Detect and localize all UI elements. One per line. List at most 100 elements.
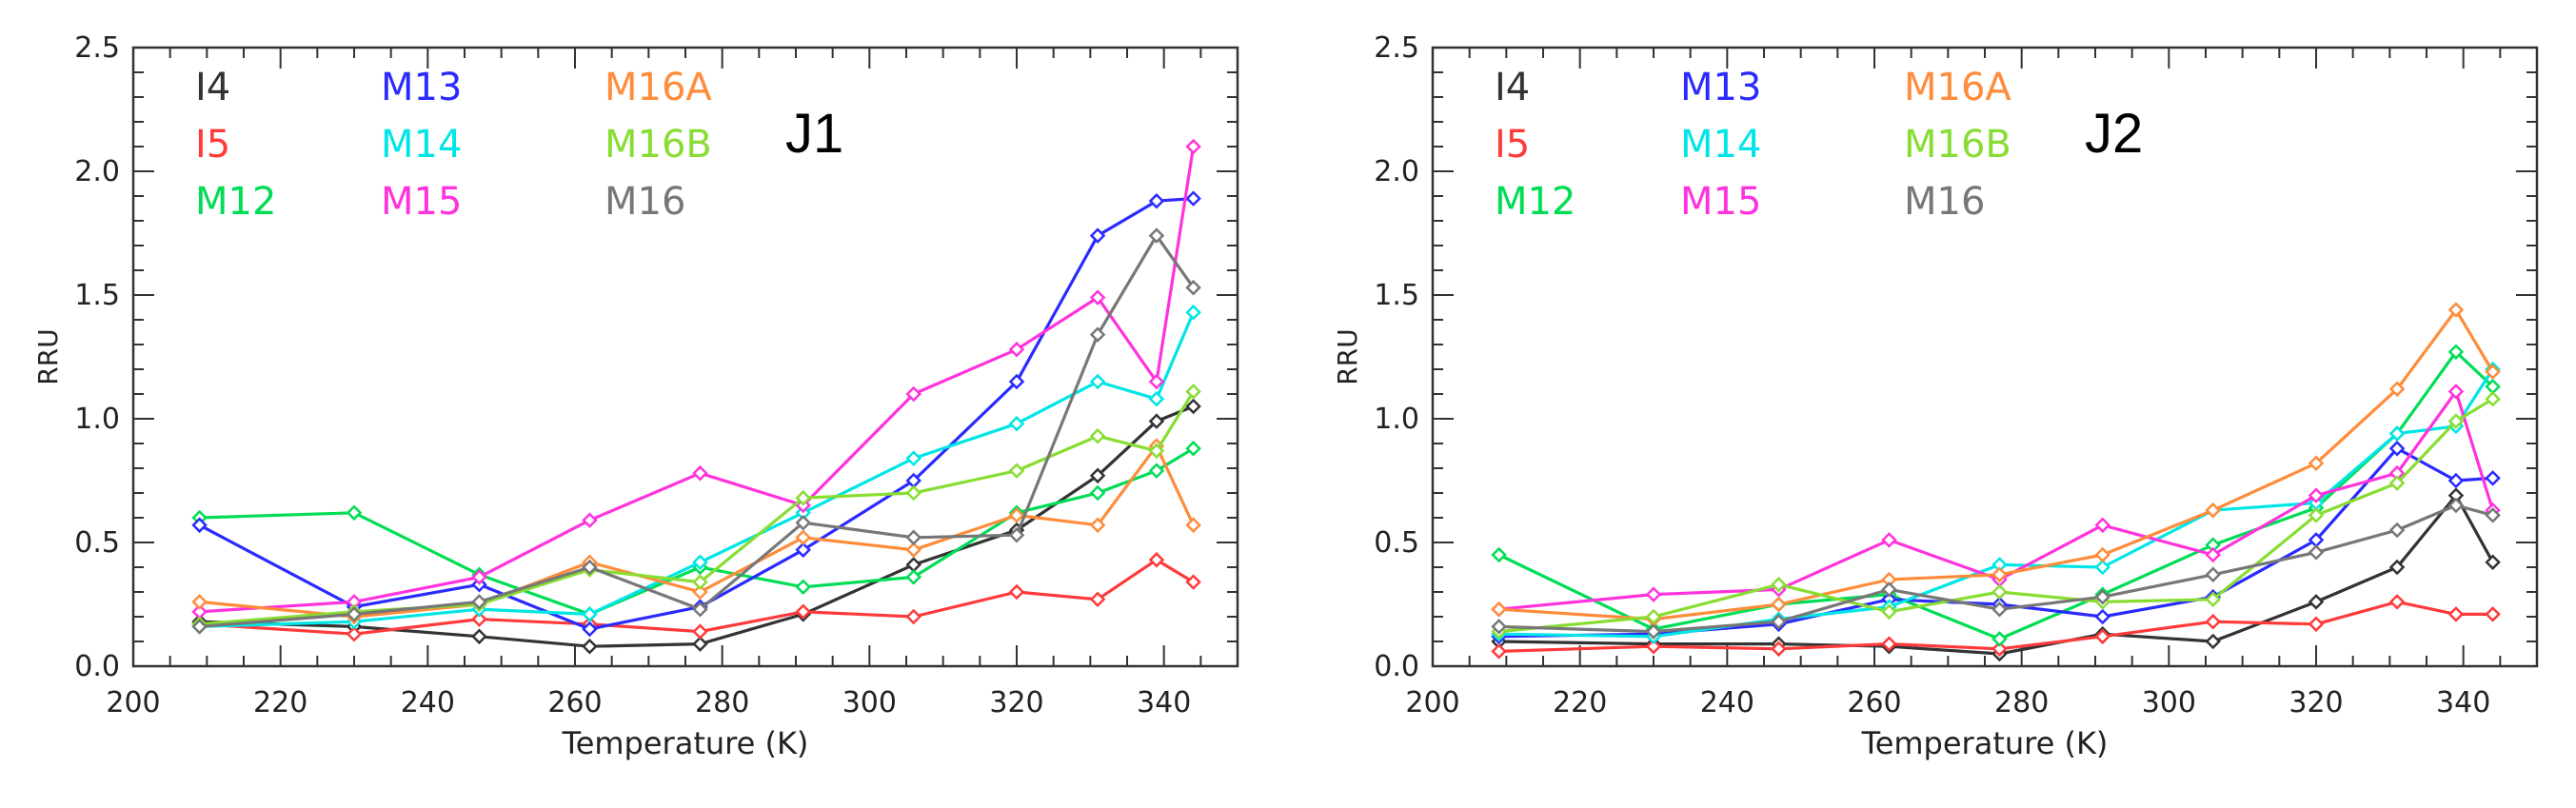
y-axis-label: RRU xyxy=(32,328,64,384)
data-point-m16b xyxy=(1089,427,1106,444)
y-tick-label: 1.5 xyxy=(1374,279,1419,312)
data-point-i5 xyxy=(2308,616,2325,633)
data-point-m15 xyxy=(2094,517,2111,534)
y-tick-label: 2.5 xyxy=(74,31,120,65)
data-point-m15 xyxy=(692,464,708,482)
data-point-m16b xyxy=(1881,603,1897,621)
data-point-m16a xyxy=(2308,455,2325,472)
legend-entry-i5: I5 xyxy=(1495,123,1530,167)
data-point-m16a xyxy=(1008,507,1025,523)
data-point-i4 xyxy=(692,636,708,652)
x-tick-label: 340 xyxy=(2436,686,2490,719)
data-point-m15 xyxy=(1148,373,1165,390)
data-point-m16a xyxy=(2485,364,2501,380)
data-point-m15 xyxy=(471,569,487,585)
y-tick-label: 0.0 xyxy=(1374,650,1419,683)
data-point-m16b xyxy=(2308,507,2325,523)
data-point-m16b xyxy=(795,489,812,506)
data-point-m13 xyxy=(1148,192,1165,209)
data-point-m16a xyxy=(795,529,812,546)
data-point-m16b xyxy=(1008,463,1025,479)
data-point-m16a xyxy=(2094,546,2111,563)
data-point-m16b xyxy=(2388,475,2406,491)
data-point-i5 xyxy=(1881,636,1897,652)
data-point-m16a xyxy=(2388,381,2406,398)
y-tick-label: 1.0 xyxy=(1374,403,1419,436)
data-point-m15 xyxy=(1881,532,1897,548)
data-point-m14 xyxy=(1185,304,1201,321)
x-tick-label: 320 xyxy=(2289,686,2343,719)
x-axis-label: Temperature (K) xyxy=(562,725,809,761)
data-point-m13 xyxy=(795,542,812,559)
data-point-m13 xyxy=(1089,227,1106,244)
legend-entry-m16a: M16A xyxy=(604,66,712,109)
series-m15 xyxy=(1491,384,2501,618)
data-point-m16 xyxy=(1491,619,1507,635)
chart-panel-j1: 200 220 240 260 280 300 320 340 0.0 0.5 1.0 1.5 2.0 2… xyxy=(32,31,1239,761)
data-point-m16a xyxy=(1771,596,1787,613)
data-point-m16b xyxy=(1991,583,2008,601)
data-point-m12 xyxy=(1185,440,1201,457)
data-point-m16 xyxy=(2308,544,2325,561)
series-line-m15 xyxy=(199,146,1196,614)
data-point-m16b xyxy=(1185,384,1201,400)
series-m16a xyxy=(1491,302,2501,627)
legend-entry-m14: M14 xyxy=(381,123,462,167)
series-m16 xyxy=(191,227,1201,635)
data-point-i4 xyxy=(582,638,598,655)
data-point-m16 xyxy=(1008,526,1025,543)
x-tick-label: 220 xyxy=(1553,686,1607,719)
data-point-i4 xyxy=(2388,559,2406,576)
data-point-m16b xyxy=(2485,390,2501,407)
data-point-m16 xyxy=(2388,522,2406,539)
data-point-i5 xyxy=(1008,583,1025,601)
y-tick-label: 0.5 xyxy=(1374,526,1419,560)
data-point-m16 xyxy=(1185,279,1201,296)
data-point-m16a xyxy=(1089,517,1106,534)
data-point-m16 xyxy=(905,529,922,546)
data-point-m16 xyxy=(1881,581,1897,598)
series-m16 xyxy=(1491,497,2501,640)
data-point-m16 xyxy=(2094,588,2111,605)
data-point-m16a xyxy=(692,583,708,601)
y-tick-label: 2.5 xyxy=(1374,31,1419,65)
data-point-m15 xyxy=(1185,138,1201,155)
data-point-m16b xyxy=(2205,591,2222,608)
x-tick-label: 300 xyxy=(842,686,897,719)
data-point-m16b xyxy=(1645,608,1662,625)
data-point-m13 xyxy=(1185,190,1201,207)
legend-entry-i4: I4 xyxy=(1495,66,1530,109)
data-point-i5 xyxy=(905,608,922,625)
data-point-m16b xyxy=(905,484,922,502)
data-point-m12 xyxy=(1491,546,1507,563)
data-point-m14 xyxy=(905,450,922,466)
x-axis-label: Temperature (K) xyxy=(1861,725,2109,761)
y-axis-label: RRU xyxy=(1332,328,1363,384)
series-m15 xyxy=(191,138,1201,621)
legend-entry-m16: M16 xyxy=(1904,180,1985,224)
data-point-m16b xyxy=(1771,576,1787,593)
data-point-i4 xyxy=(2485,554,2501,571)
data-point-m16 xyxy=(1089,326,1106,343)
data-point-m13 xyxy=(191,517,208,534)
data-point-m16a xyxy=(1185,517,1201,534)
data-point-i5 xyxy=(692,623,708,640)
x-tick-label: 320 xyxy=(989,686,1043,719)
data-point-m12 xyxy=(795,579,812,596)
data-point-m15 xyxy=(2447,384,2465,400)
x-tick-label: 340 xyxy=(1137,686,1191,719)
data-point-m14 xyxy=(582,606,598,622)
data-point-m16a xyxy=(2447,302,2465,318)
data-point-m14 xyxy=(2388,425,2406,442)
data-point-i5 xyxy=(2094,628,2111,645)
data-point-i5 xyxy=(1148,551,1165,568)
data-point-m15 xyxy=(905,385,922,403)
x-tick-label: 240 xyxy=(401,686,455,719)
legend-entry-m13: M13 xyxy=(381,66,462,109)
data-point-m14 xyxy=(692,554,708,571)
data-point-i5 xyxy=(1089,591,1106,608)
data-point-m15 xyxy=(2308,487,2325,503)
data-point-i5 xyxy=(1991,640,2008,658)
data-point-m16 xyxy=(1148,227,1165,244)
